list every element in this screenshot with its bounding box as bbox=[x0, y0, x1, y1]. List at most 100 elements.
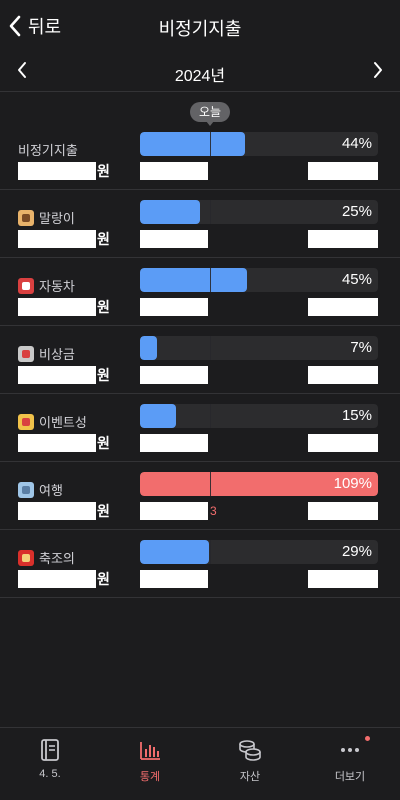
budget-progress-track: 25% bbox=[140, 200, 378, 224]
previous-year-button[interactable] bbox=[10, 60, 34, 84]
category-row[interactable]: 여행 원 109% 3 bbox=[0, 462, 400, 530]
budget-progress-track: 15% bbox=[140, 404, 378, 428]
today-marker-line bbox=[210, 540, 211, 564]
category-amount: 원 bbox=[18, 296, 110, 318]
chevron-right-icon bbox=[372, 61, 384, 84]
redacted-budget-amount bbox=[308, 230, 378, 248]
category-label: 비정기지출 bbox=[18, 143, 78, 158]
more-icon bbox=[338, 738, 362, 762]
redacted-spent-amount bbox=[140, 570, 208, 588]
category-row[interactable]: 말랑이 원 25% bbox=[0, 190, 400, 258]
category-label: 여행 bbox=[39, 483, 63, 498]
next-year-button[interactable] bbox=[366, 60, 390, 84]
budget-progress-fill bbox=[140, 200, 200, 224]
tab-bar-chart[interactable]: 통계 bbox=[100, 728, 200, 800]
redacted-amount bbox=[18, 230, 96, 248]
category-name: 축조의 bbox=[18, 548, 75, 567]
year-navigator: 2024년 bbox=[0, 52, 400, 92]
budget-progress-track: 29% bbox=[140, 540, 378, 564]
category-amount: 원 bbox=[18, 228, 110, 250]
budget-percent: 15% bbox=[341, 407, 372, 424]
budget-progress-fill bbox=[140, 268, 247, 292]
tab-label: 통계 bbox=[139, 771, 161, 783]
category-name: 말랑이 bbox=[18, 208, 75, 227]
redacted-amount bbox=[18, 162, 96, 180]
budget-progress-track: 45% bbox=[140, 268, 378, 292]
redacted-budget-amount bbox=[308, 298, 378, 316]
budget-progress-track: 44% bbox=[140, 132, 378, 156]
tab-label: 더보기 bbox=[334, 771, 366, 783]
budget-progress-fill bbox=[140, 404, 176, 428]
amount-currency-suffix: 원 bbox=[97, 571, 110, 587]
today-marker-line bbox=[210, 268, 211, 292]
redacted-spent-amount bbox=[140, 502, 208, 520]
ledger-icon bbox=[39, 738, 61, 762]
budget-percent: 44% bbox=[341, 135, 372, 152]
budget-percent: 7% bbox=[350, 339, 372, 356]
category-row[interactable]: 자동차 원 45% bbox=[0, 258, 400, 326]
category-list: 비정기지출 원 44% 말랑이 원 25% 자동차 원 bbox=[0, 122, 400, 598]
redacted-budget-amount bbox=[308, 502, 378, 520]
redacted-amount bbox=[18, 502, 96, 520]
category-name: 자동차 bbox=[18, 276, 75, 295]
budget-percent: 45% bbox=[341, 271, 372, 288]
redacted-amount bbox=[18, 366, 96, 384]
amount-currency-suffix: 원 bbox=[97, 435, 110, 451]
today-marker-line bbox=[210, 472, 211, 496]
budget-progress-fill bbox=[140, 540, 209, 564]
tab-more[interactable]: 더보기 bbox=[300, 728, 400, 800]
category-row[interactable]: 이벤트성 원 15% bbox=[0, 394, 400, 462]
budget-percent: 109% bbox=[333, 475, 372, 492]
bottom-tab-bar: 4. 5. 통계 자산 더보기 bbox=[0, 727, 400, 800]
today-badge-pointer bbox=[206, 121, 214, 126]
envelope-icon bbox=[18, 549, 34, 566]
category-amount: 원 bbox=[18, 432, 110, 454]
hospital-icon bbox=[18, 345, 34, 362]
redacted-budget-amount bbox=[308, 570, 378, 588]
bar-chart-icon bbox=[138, 738, 162, 762]
redacted-spent-amount bbox=[140, 230, 208, 248]
category-label: 비상금 bbox=[39, 347, 75, 362]
redacted-budget-amount bbox=[308, 434, 378, 452]
redacted-spent-amount bbox=[140, 366, 208, 384]
coins-icon bbox=[237, 738, 263, 762]
dog-face-icon bbox=[18, 209, 34, 226]
budget-percent: 25% bbox=[341, 203, 372, 220]
tab-coins[interactable]: 자산 bbox=[200, 728, 300, 800]
amount-currency-suffix: 원 bbox=[97, 231, 110, 247]
car-icon bbox=[18, 277, 34, 294]
tab-ledger[interactable]: 4. 5. bbox=[0, 728, 100, 800]
category-row[interactable]: 축조의 원 29% bbox=[0, 530, 400, 598]
category-label: 이벤트성 bbox=[39, 415, 87, 430]
party-popper-icon bbox=[18, 413, 34, 430]
redacted-budget-amount bbox=[308, 162, 378, 180]
category-row[interactable]: 비정기지출 원 44% bbox=[0, 122, 400, 190]
budget-progress-track: 7% bbox=[140, 336, 378, 360]
today-marker-line bbox=[210, 404, 211, 428]
today-marker-line bbox=[210, 336, 211, 360]
budget-progress-fill bbox=[140, 132, 245, 156]
category-amount: 원 bbox=[18, 160, 110, 182]
over-budget-hint: 3 bbox=[210, 504, 217, 518]
amount-currency-suffix: 원 bbox=[97, 299, 110, 315]
category-name: 이벤트성 bbox=[18, 412, 87, 431]
notification-dot bbox=[365, 736, 370, 741]
category-amount: 원 bbox=[18, 568, 110, 590]
category-row[interactable]: 비상금 원 7% bbox=[0, 326, 400, 394]
category-label: 말랑이 bbox=[39, 211, 75, 226]
redacted-amount bbox=[18, 298, 96, 316]
redacted-spent-amount bbox=[140, 298, 208, 316]
category-label: 자동차 bbox=[39, 279, 75, 294]
category-amount: 원 bbox=[18, 364, 110, 386]
budget-progress-fill bbox=[140, 472, 378, 496]
today-marker-line bbox=[210, 200, 211, 224]
redacted-amount bbox=[18, 434, 96, 452]
header: 뒤로 비정기지출 bbox=[0, 0, 400, 52]
year-label: 2024년 bbox=[174, 68, 226, 85]
back-label: 뒤로 bbox=[28, 17, 62, 37]
tab-label: 자산 bbox=[239, 771, 261, 783]
budget-progress-fill bbox=[140, 336, 157, 360]
back-button[interactable]: 뒤로 bbox=[8, 12, 61, 40]
budget-percent: 29% bbox=[341, 543, 372, 560]
